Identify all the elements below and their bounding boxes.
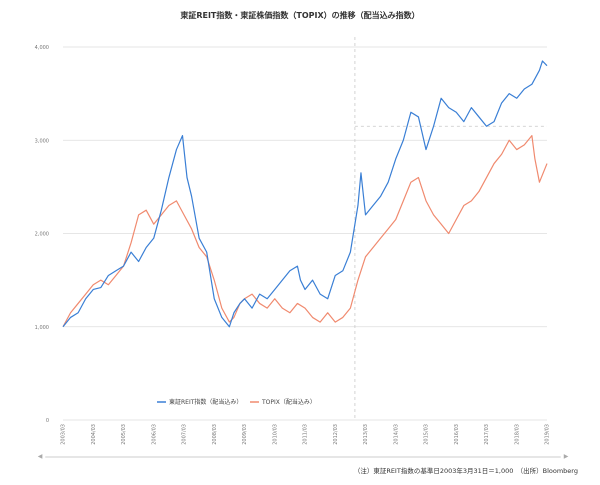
y-tick-label: 3,000 — [35, 138, 49, 144]
x-tick-label: 2006/03 — [151, 424, 157, 445]
x-tick-label: 2017/03 — [484, 424, 490, 445]
x-tick-label: 2018/03 — [514, 424, 520, 445]
y-tick-label: 0 — [46, 418, 49, 424]
legend-label: 東証REIT指数（配当込み） — [169, 398, 242, 406]
line-chart: 東証REIT指数・東証株価指数（TOPIX）の推移（配当込み指数） 0 1,000… — [35, 10, 551, 445]
y-tick-label: 4,000 — [35, 45, 49, 51]
legend: 東証REIT指数（配当込み） TOPIX（配当込み） — [157, 398, 316, 406]
chart-title: 東証REIT指数・東証株価指数（TOPIX）の推移（配当込み指数） — [180, 10, 419, 20]
x-tick-label: 2009/03 — [242, 424, 248, 445]
x-tick-label: 2010/03 — [272, 424, 278, 445]
x-tick-label: 2012/03 — [333, 424, 339, 445]
y-tick-label: 1,000 — [35, 325, 49, 331]
horizontal-scrollbar[interactable]: ◀ ▶ — [36, 452, 570, 462]
series-line-reit — [62, 60, 548, 328]
x-tick-label: 2003/03 — [61, 424, 67, 445]
x-tick-label: 2008/03 — [212, 424, 218, 445]
series-line-topix — [62, 134, 548, 328]
series-lines — [62, 60, 548, 328]
x-tick-label: 2013/03 — [363, 424, 369, 445]
source-note: （注）東証REIT指数の基準日2003年3月31日＝1,000 （出所）Bloo… — [353, 467, 578, 475]
gridlines — [63, 46, 547, 421]
y-tick-label: 2,000 — [35, 232, 49, 238]
x-tick-label: 2004/03 — [91, 424, 97, 445]
x-tick-label: 2015/03 — [424, 424, 430, 445]
x-axis-tick-labels: 2003/03 2004/03 2005/03 2006/03 2007/03 2008/… — [61, 424, 551, 445]
legend-label: TOPIX（配当込み） — [261, 398, 316, 406]
x-tick-label: 2014/03 — [393, 424, 399, 445]
reference-lines — [354, 37, 547, 420]
x-tick-label: 2016/03 — [454, 424, 460, 445]
scrollbar-track[interactable] — [45, 456, 561, 458]
x-tick-label: 2007/03 — [182, 424, 188, 445]
x-tick-label: 2011/03 — [303, 424, 309, 445]
y-axis-tick-labels: 0 1,000 2,000 3,000 4,000 — [35, 45, 49, 424]
scroll-right-arrow-icon[interactable]: ▶ — [563, 453, 569, 460]
x-tick-label: 2005/03 — [121, 424, 127, 445]
x-tick-label: 2019/03 — [545, 424, 551, 445]
scroll-left-arrow-icon[interactable]: ◀ — [37, 453, 43, 460]
